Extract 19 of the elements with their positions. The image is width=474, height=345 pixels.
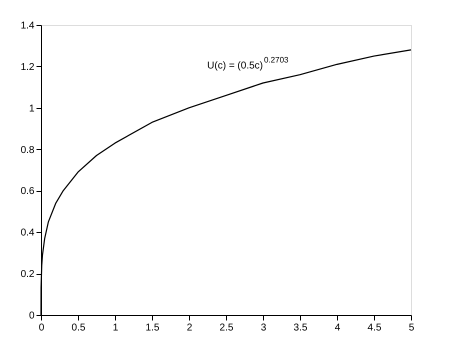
x-tick-label: 3	[260, 322, 267, 334]
x-tick-label: 1.5	[146, 322, 160, 334]
y-tick-label: 1	[28, 103, 35, 114]
y-tick-label: 0.8	[20, 144, 35, 156]
x-tick-label: 2.5	[220, 322, 234, 334]
y-tick-label: 1.4	[20, 20, 35, 32]
y-tick-label: 0.6	[20, 186, 35, 198]
x-tick-label: 4.5	[368, 322, 382, 334]
x-tick-label: 2	[186, 322, 193, 334]
x-tick-label: 5	[408, 322, 415, 334]
x-tick-label: 1	[112, 322, 119, 334]
x-tick-label: 0.5	[72, 322, 86, 334]
x-tick-label: 3.5	[294, 322, 308, 334]
y-tick-label: 0.4	[20, 228, 35, 239]
y-tick-label: 0.2	[20, 269, 35, 280]
y-tick-label: 0	[28, 310, 35, 322]
x-tick-label: 0	[38, 322, 45, 334]
y-tick-label: 1.2	[20, 62, 35, 73]
x-tick-label: 4	[334, 322, 341, 334]
